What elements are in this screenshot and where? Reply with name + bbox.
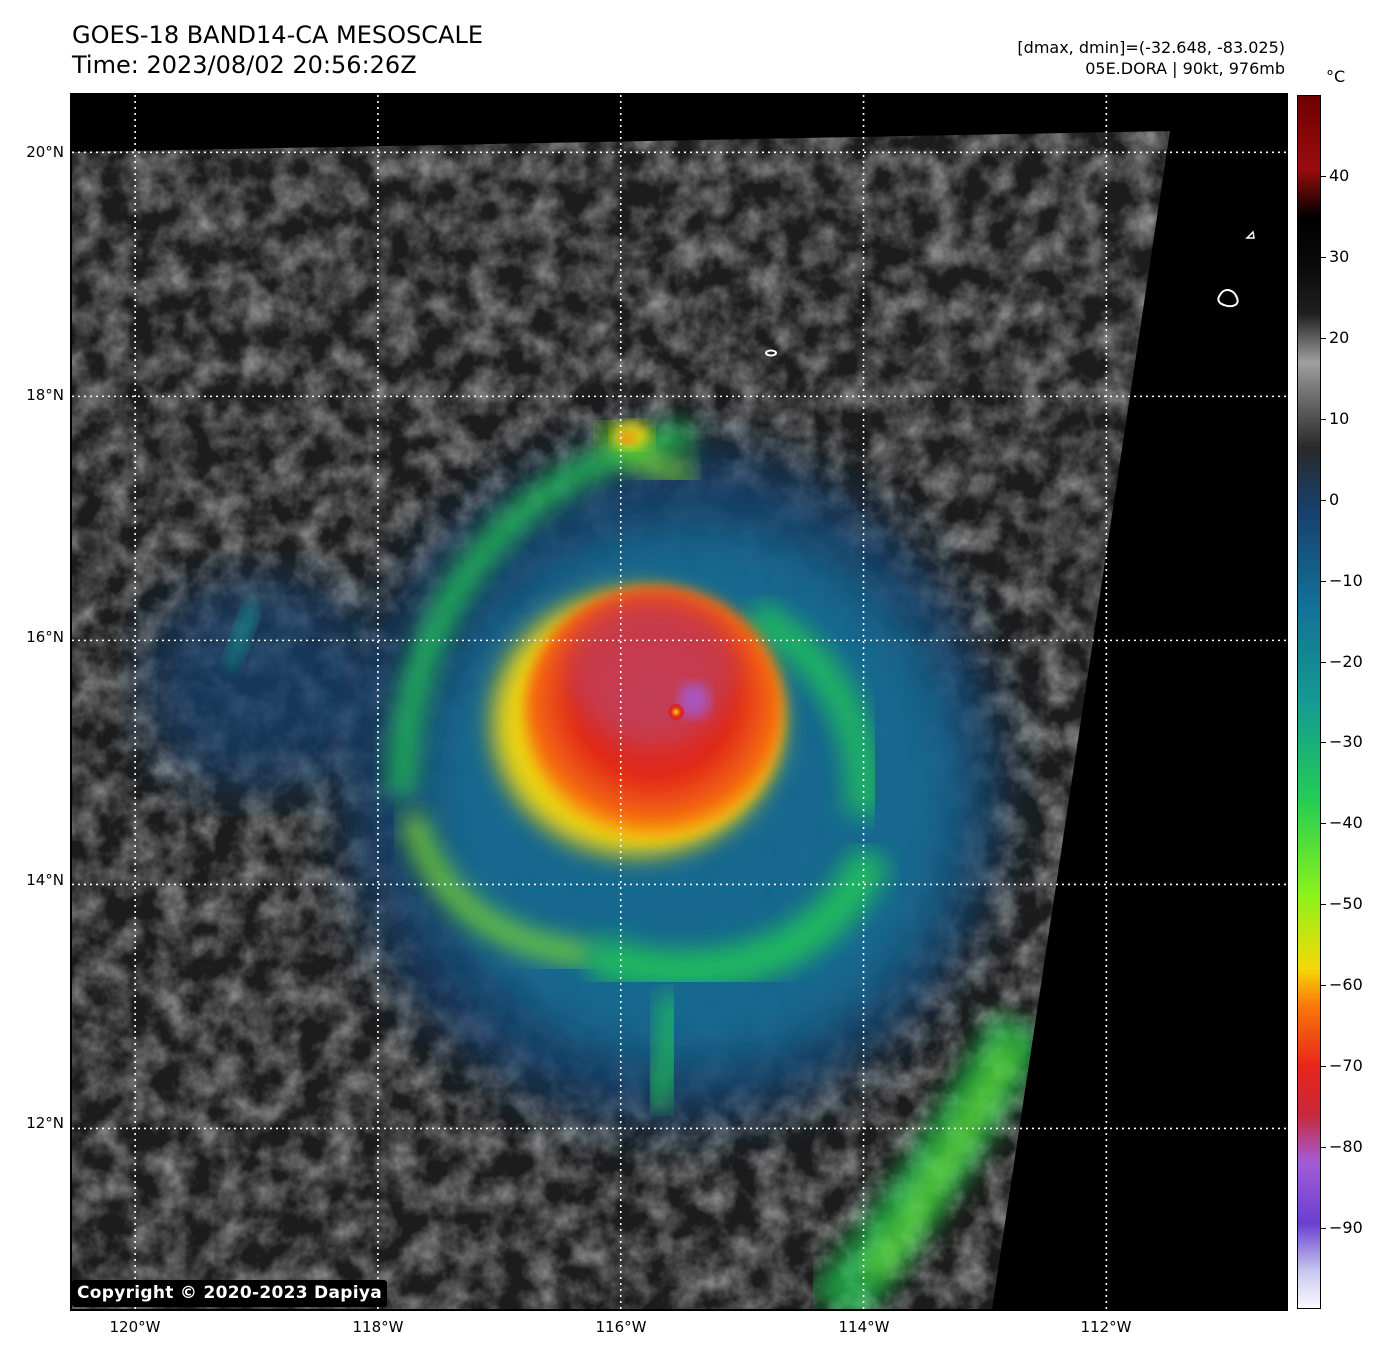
lon-label-112w: 112°W — [1080, 1318, 1132, 1336]
graticule — [72, 95, 1286, 1309]
colorbar-tick — [1321, 337, 1326, 339]
satellite-map[interactable] — [70, 93, 1288, 1311]
colorbar-label: −70 — [1329, 1056, 1363, 1076]
lat-label-18n: 18°N — [26, 386, 64, 404]
colorbar-tick — [1321, 1228, 1326, 1230]
lat-label-14n: 14°N — [26, 871, 64, 889]
colorbar-label: −60 — [1329, 975, 1363, 995]
colorbar-label: 10 — [1329, 408, 1350, 428]
colorbar-tick — [1321, 499, 1326, 501]
colorbar-unit: °C — [1326, 67, 1346, 86]
colorbar-tick — [1321, 742, 1326, 744]
temperature-range: [dmax, dmin]=(-32.648, -83.025) — [1017, 38, 1285, 57]
colorbar-label: 30 — [1329, 246, 1350, 266]
colorbar-label: −90 — [1329, 1218, 1363, 1238]
colorbar-label: 0 — [1329, 489, 1340, 509]
copyright-notice: Copyright © 2020-2023 Dapiya — [72, 1280, 387, 1307]
colorbar-tick — [1321, 1066, 1326, 1068]
lon-label-120w: 120°W — [109, 1318, 161, 1336]
colorbar-label: −40 — [1329, 813, 1363, 833]
colorbar-tick — [1321, 580, 1326, 582]
lon-label-114w: 114°W — [838, 1318, 890, 1336]
lon-label-116w: 116°W — [595, 1318, 647, 1336]
product-title: GOES-18 BAND14-CA MESOSCALE — [72, 21, 483, 49]
colorbar-tick — [1321, 175, 1326, 177]
observation-time: Time: 2023/08/02 20:56:26Z — [72, 51, 417, 79]
colorbar-tick — [1321, 985, 1326, 987]
colorbar-label: −50 — [1329, 894, 1363, 914]
colorbar-label: −80 — [1329, 1137, 1363, 1157]
colorbar-tick — [1321, 823, 1326, 825]
storm-info: 05E.DORA | 90kt, 976mb — [1085, 59, 1285, 78]
colorbar-tick — [1321, 256, 1326, 258]
temperature-colorbar — [1297, 95, 1321, 1309]
lat-label-20n: 20°N — [26, 143, 64, 161]
lon-label-118w: 118°W — [352, 1318, 404, 1336]
colorbar-tick — [1321, 1147, 1326, 1149]
lat-label-16n: 16°N — [26, 628, 64, 646]
colorbar-label: −10 — [1329, 570, 1363, 590]
colorbar-tick — [1321, 904, 1326, 906]
colorbar-tick — [1321, 418, 1326, 420]
colorbar-label: 20 — [1329, 327, 1350, 347]
lat-label-12n: 12°N — [26, 1114, 64, 1132]
colorbar-label: 40 — [1329, 165, 1350, 185]
colorbar-tick — [1321, 661, 1326, 663]
colorbar-label: −20 — [1329, 651, 1363, 671]
colorbar-label: −30 — [1329, 732, 1363, 752]
satellite-image — [72, 95, 1286, 1309]
